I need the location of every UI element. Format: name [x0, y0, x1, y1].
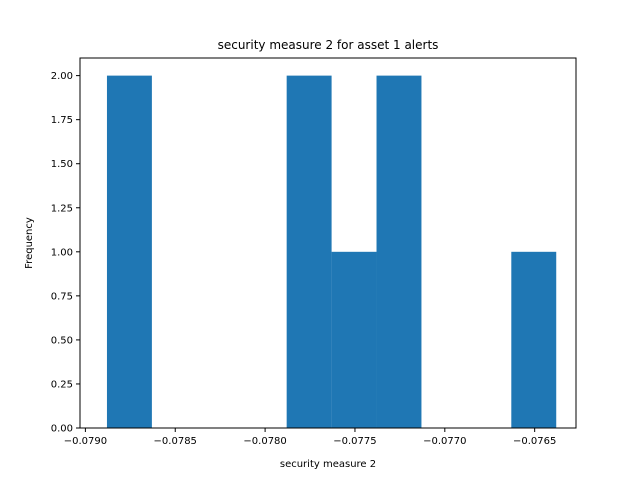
x-ticks-group: −0.0790 −0.0785 −0.0780 −0.0775 −0.0770 −0.07… — [64, 428, 556, 447]
x-tick-label: −0.0785 — [154, 436, 197, 447]
x-tick-label: −0.0780 — [243, 436, 286, 447]
x-tick-label: −0.0790 — [64, 436, 107, 447]
y-ticks-group: 0.00 0.25 0.50 0.75 1.00 1.25 1.50 1.75 2.00 — [51, 71, 80, 435]
y-tick-label: 1.25 — [51, 203, 73, 214]
plot-frame — [79, 57, 577, 429]
x-tick-label: −0.0775 — [333, 436, 376, 447]
y-tick-label: 1.50 — [51, 159, 73, 170]
y-tick-label: 0.00 — [51, 424, 73, 435]
histogram-bar-6 — [376, 75, 422, 428]
y-tick-label: 0.50 — [51, 335, 73, 346]
x-tick-label: −0.0765 — [513, 436, 556, 447]
y-tick-label: 1.00 — [51, 247, 73, 258]
y-tick-label: 0.25 — [51, 379, 73, 390]
histogram-bar-5 — [331, 251, 377, 428]
histogram-bar-9 — [511, 251, 557, 428]
y-axis-label: Frequency — [24, 217, 35, 269]
x-axis-label: security measure 2 — [280, 459, 376, 470]
chart-title: security measure 2 for asset 1 alerts — [218, 38, 439, 52]
y-tick-label: 1.75 — [51, 115, 73, 126]
bars-group — [106, 75, 557, 428]
histogram-bar-0 — [106, 75, 152, 428]
histogram-bar-4 — [286, 75, 332, 428]
y-tick-label: 0.75 — [51, 291, 73, 302]
y-tick-label: 2.00 — [51, 71, 73, 82]
x-tick-label: −0.0770 — [423, 436, 466, 447]
